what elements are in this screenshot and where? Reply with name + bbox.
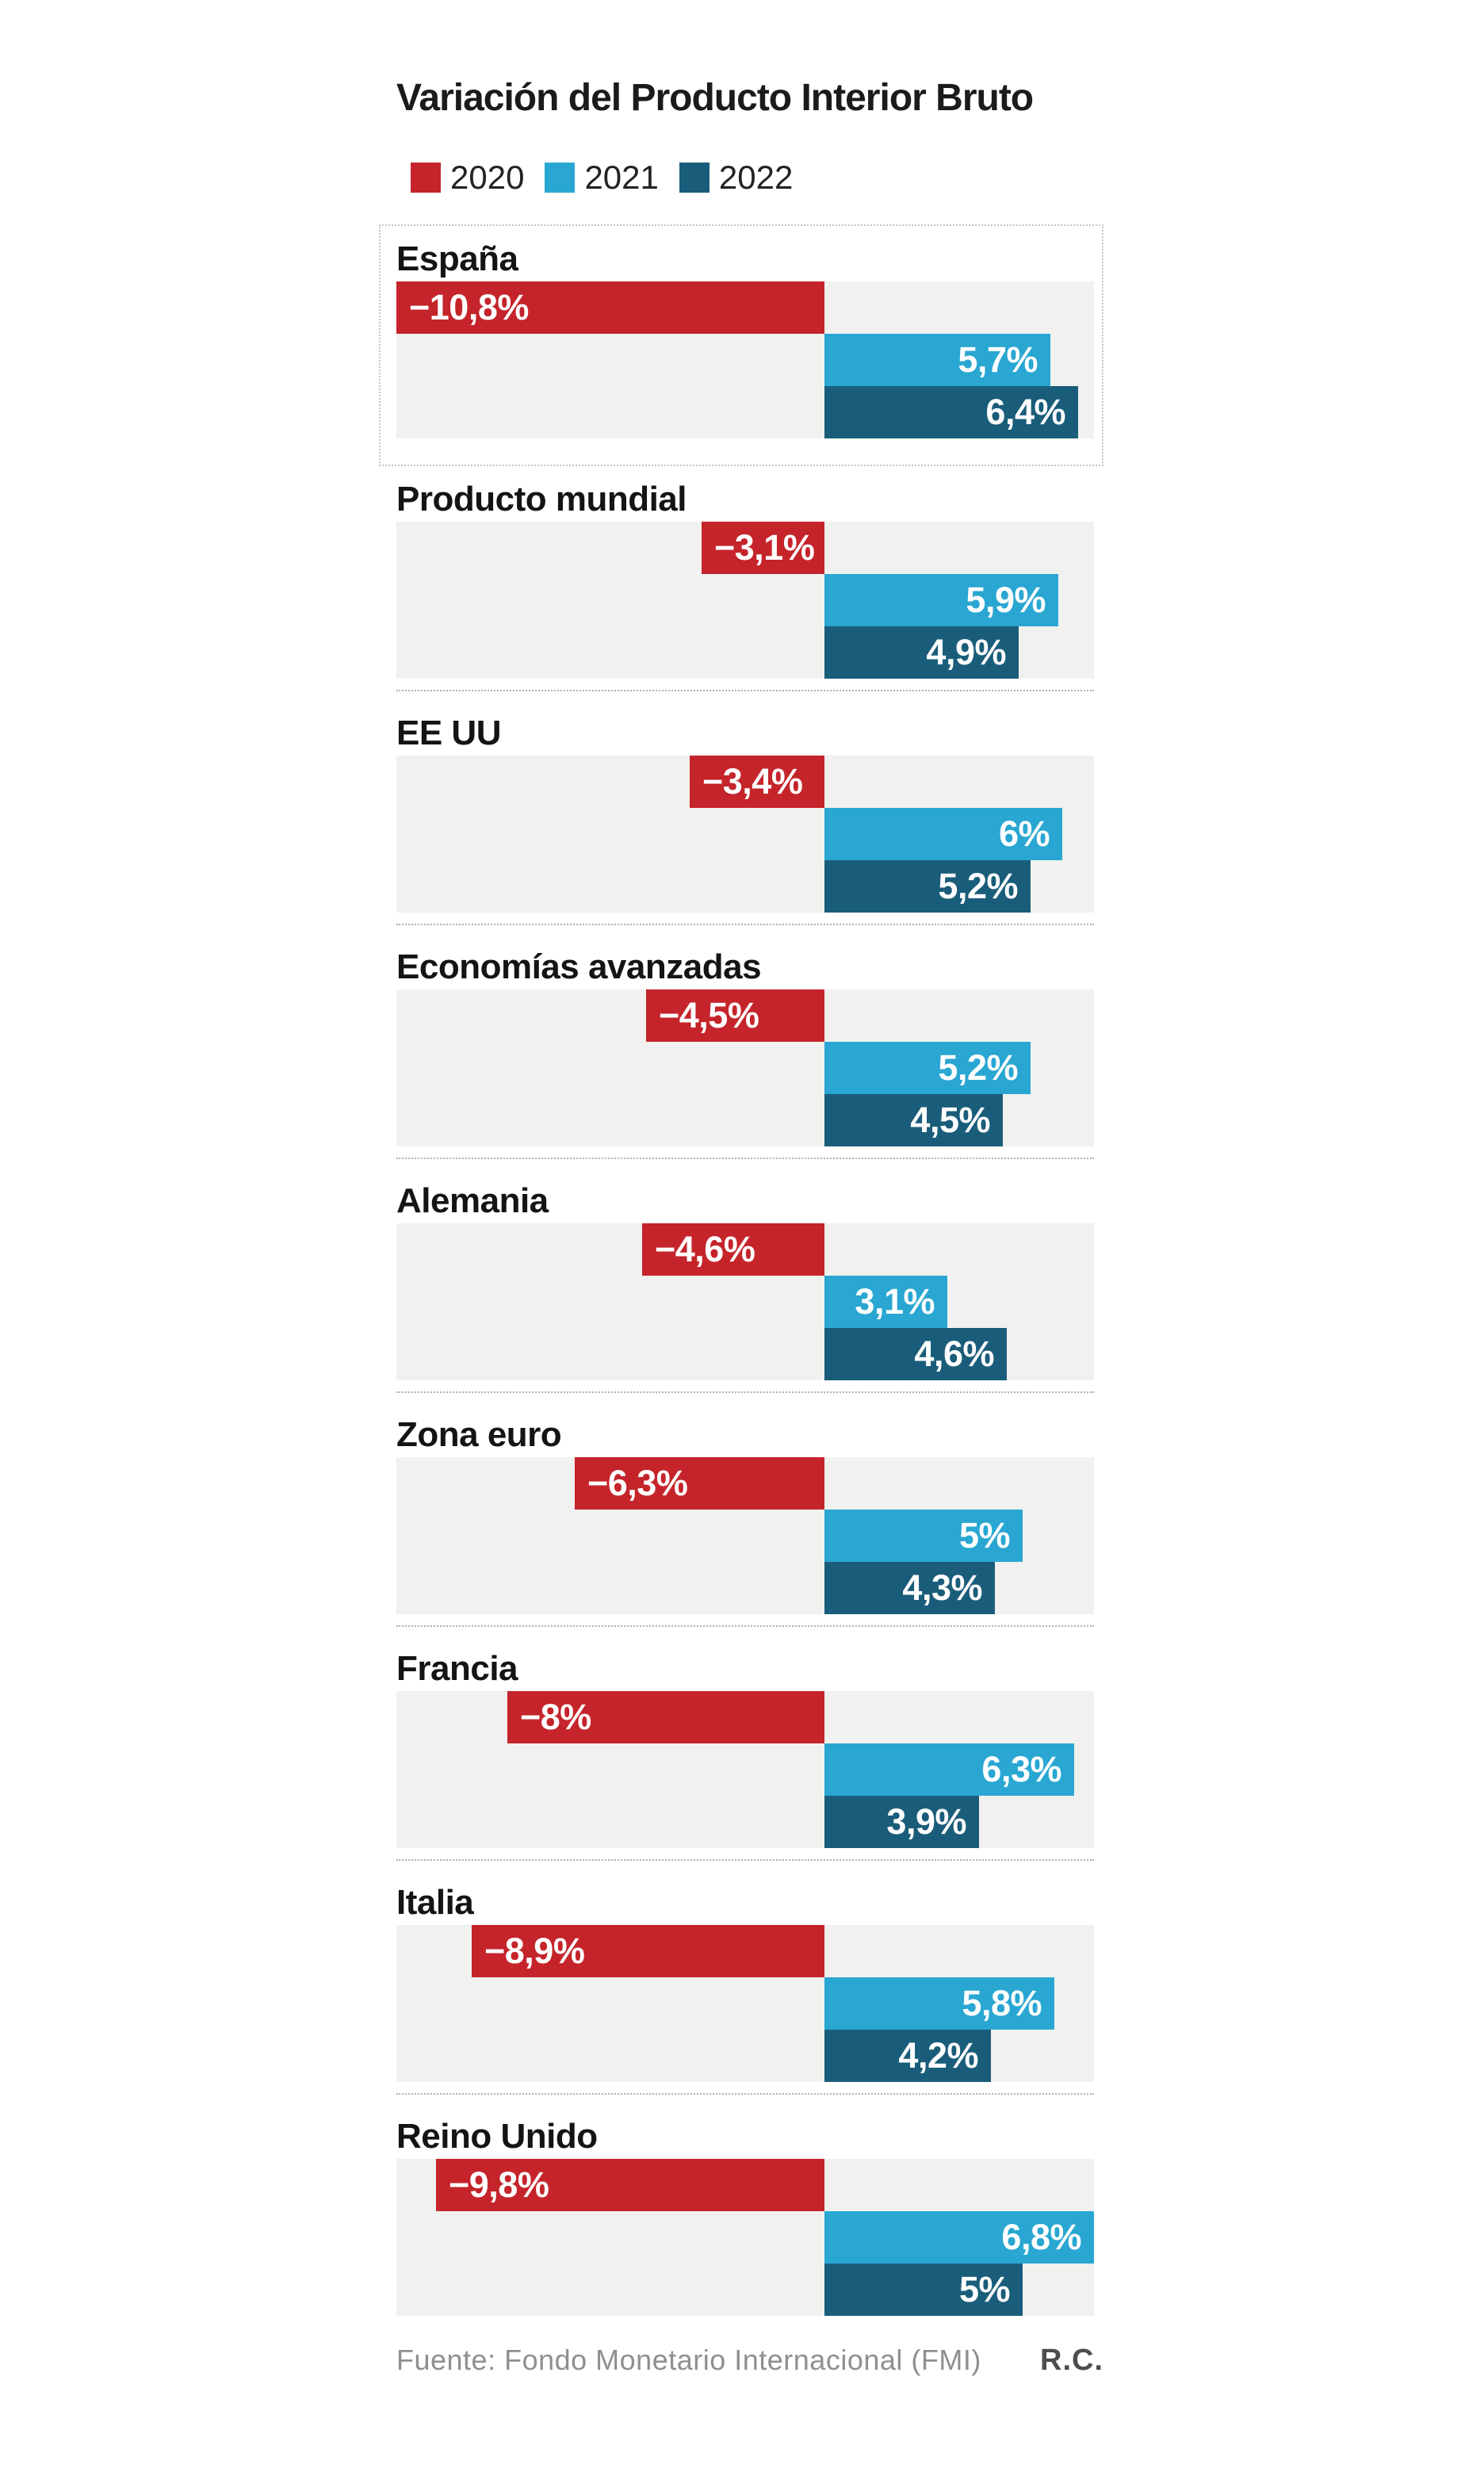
bar-2021: 5% — [824, 1510, 1023, 1562]
country-section: Francia −8% 6,3% 3,9% — [396, 1650, 1094, 1861]
country-section: Producto mundial −3,1% 5,9% 4,9% — [396, 480, 1094, 691]
bar-track: −6,3% 5% 4,3% — [396, 1457, 1094, 1614]
legend-label: 2022 — [718, 159, 794, 196]
country-section: EE UU −3,4% 6% 5,2% — [396, 714, 1094, 925]
bar-2022: 5% — [824, 2264, 1023, 2316]
section-separator — [396, 1859, 1094, 1861]
section-separator — [396, 1158, 1094, 1159]
bar-track: −9,8% 6,8% 5% — [396, 2159, 1094, 2316]
section-separator — [396, 690, 1094, 691]
legend-swatch-2021 — [545, 163, 576, 193]
bar-2022: 6,4% — [824, 386, 1078, 438]
bar-2021: 6,8% — [824, 2211, 1094, 2264]
bar-2020: −3,1% — [702, 522, 824, 574]
chart-body: España −10,8% 5,7% 6,4% Producto mundial −3,1… — [379, 224, 1103, 2316]
country-label: Alemania — [396, 1181, 549, 1220]
section-separator — [396, 2093, 1094, 2095]
bar-2021: 6,3% — [824, 1743, 1074, 1796]
bar-2021: 5,2% — [824, 1042, 1031, 1094]
bar-2020: −8% — [507, 1691, 824, 1743]
country-label: Producto mundial — [396, 480, 687, 519]
section-separator — [396, 1391, 1094, 1393]
bar-track: −8% 6,3% 3,9% — [396, 1691, 1094, 1848]
bar-2022: 3,9% — [824, 1796, 979, 1848]
bar-2020: −4,5% — [646, 989, 824, 1042]
legend-label: 2021 — [584, 159, 659, 196]
section-separator — [396, 924, 1094, 925]
bar-2020: −3,4% — [690, 756, 824, 808]
country-section: España −10,8% 5,7% 6,4% — [379, 224, 1103, 466]
bar-2021: 3,1% — [824, 1276, 947, 1328]
country-section: Economías avanzadas −4,5% 5,2% 4,5% — [396, 948, 1094, 1159]
country-label: Italia — [396, 1883, 474, 1922]
bar-2020: −4,6% — [642, 1223, 824, 1276]
footer: Fuente: Fondo Monetario Internacional (F… — [396, 2344, 1103, 2378]
source-note: Fuente: Fondo Monetario Internacional (F… — [396, 2344, 981, 2376]
bar-2021: 6% — [824, 808, 1062, 860]
country-section: Alemania −4,6% 3,1% 4,6% — [396, 1182, 1094, 1393]
country-label: Zona euro — [396, 1415, 562, 1454]
bar-track: −10,8% 5,7% 6,4% — [396, 281, 1094, 438]
country-section: Zona euro −6,3% 5% 4,3% — [396, 1416, 1094, 1627]
country-label: EE UU — [396, 714, 501, 752]
bar-2021: 5,8% — [824, 1977, 1054, 2030]
bar-2022: 5,2% — [824, 860, 1031, 913]
bar-2020: −8,9% — [472, 1925, 824, 1977]
bar-2020: −6,3% — [575, 1457, 824, 1510]
country-section: Reino Unido −9,8% 6,8% 5% — [396, 2118, 1094, 2316]
bar-track: −3,4% 6% 5,2% — [396, 756, 1094, 913]
country-label: Reino Unido — [396, 2117, 598, 2156]
credit-initials: R.C. — [1040, 2344, 1103, 2377]
bar-track: −4,5% 5,2% 4,5% — [396, 989, 1094, 1146]
bar-2021: 5,7% — [824, 334, 1050, 386]
legend: 2020 2021 2022 — [411, 159, 794, 196]
bar-track: −3,1% 5,9% 4,9% — [396, 522, 1094, 679]
legend-swatch-2022 — [679, 163, 709, 193]
bar-track: −8,9% 5,8% 4,2% — [396, 1925, 1094, 2082]
bar-track: −4,6% 3,1% 4,6% — [396, 1223, 1094, 1380]
legend-label: 2020 — [450, 159, 525, 196]
country-label: España — [396, 239, 518, 278]
legend-item-2022: 2022 — [679, 159, 794, 196]
bar-2022: 4,3% — [824, 1562, 995, 1614]
chart-title: Variación del Producto Interior Bruto — [396, 77, 1034, 119]
bar-2022: 4,9% — [824, 626, 1019, 679]
section-separator — [396, 1625, 1094, 1627]
bar-2022: 4,5% — [824, 1094, 1003, 1146]
legend-item-2021: 2021 — [545, 159, 659, 196]
bar-2020: −9,8% — [436, 2159, 824, 2211]
bar-2022: 4,6% — [824, 1328, 1007, 1380]
country-section: Italia −8,9% 5,8% 4,2% — [396, 1884, 1094, 2095]
legend-swatch-2020 — [411, 163, 441, 193]
legend-item-2020: 2020 — [411, 159, 525, 196]
country-label: Francia — [396, 1649, 518, 1688]
bar-2021: 5,9% — [824, 574, 1058, 626]
bar-2020: −10,8% — [396, 281, 824, 334]
bar-2022: 4,2% — [824, 2030, 991, 2082]
country-label: Economías avanzadas — [396, 947, 762, 986]
